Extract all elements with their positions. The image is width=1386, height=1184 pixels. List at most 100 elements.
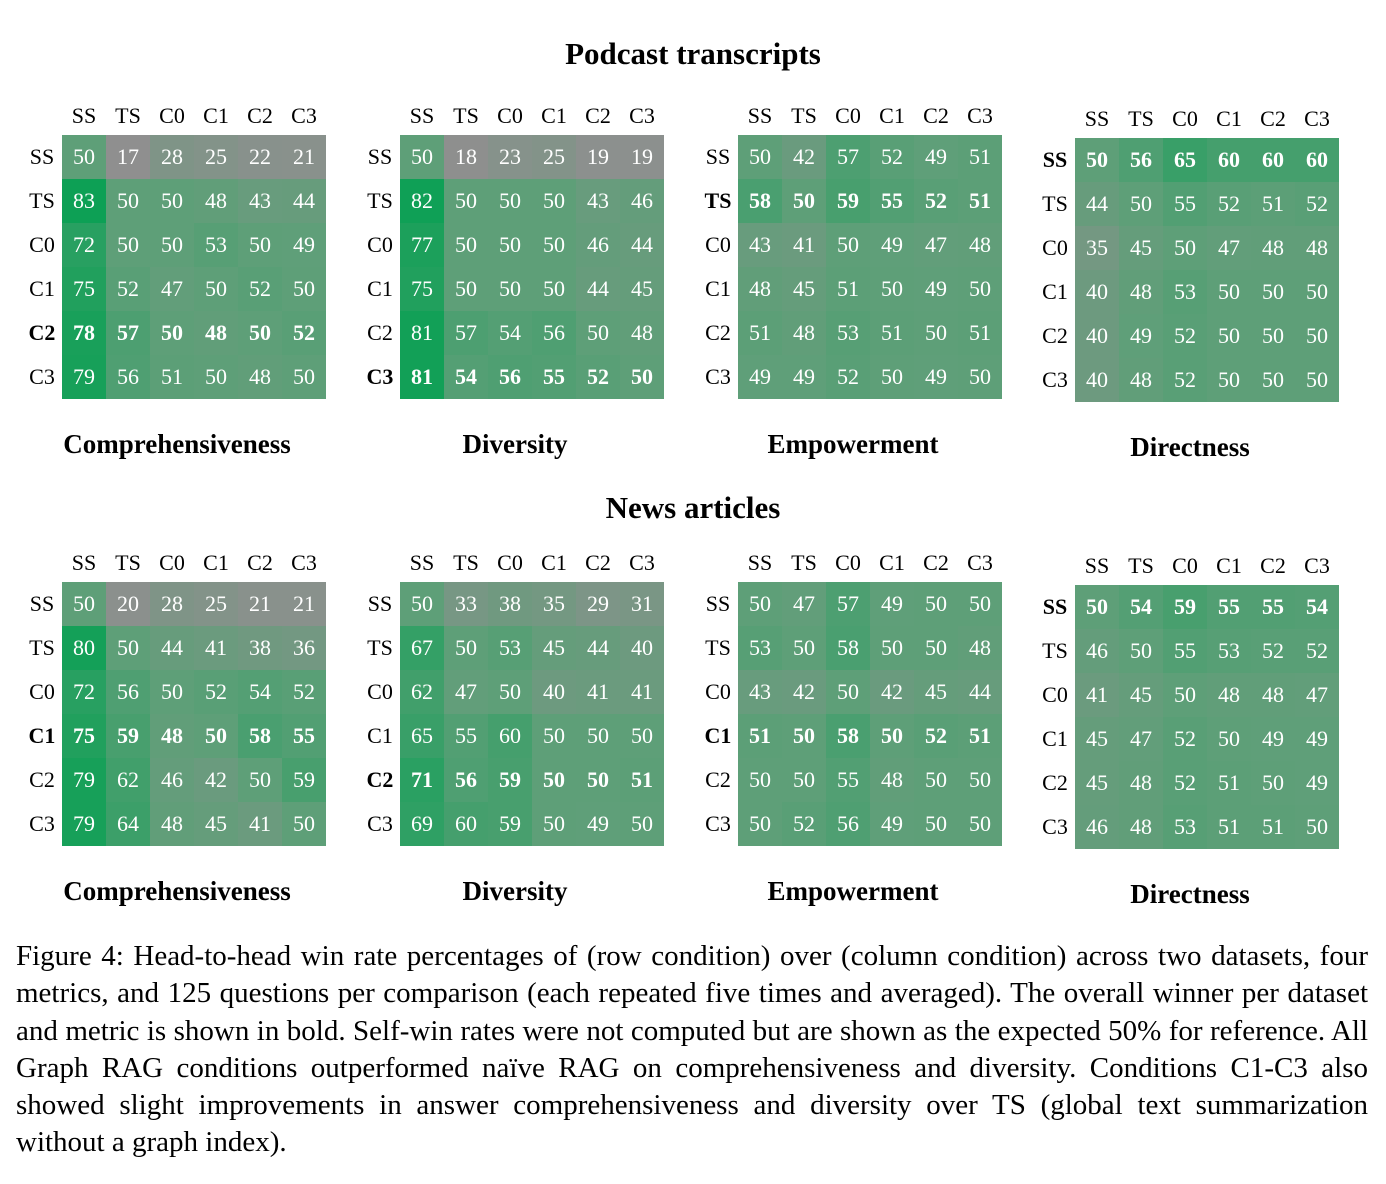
- heatmap-cell: 19: [620, 135, 664, 179]
- row-header: C2: [28, 320, 56, 345]
- row-header: C2: [705, 320, 731, 345]
- row-header: SS: [29, 591, 55, 616]
- heatmap-cell: 54: [488, 311, 532, 355]
- row-header: TS: [367, 188, 393, 213]
- row-header: C2: [1042, 770, 1068, 795]
- column-header: C1: [203, 103, 229, 128]
- heatmap-cell: 50: [282, 355, 326, 399]
- heatmap-cell: 59: [282, 758, 326, 802]
- heatmap-cell: 42: [194, 758, 238, 802]
- heatmap-cell: 55: [1207, 585, 1251, 629]
- row-header: C1: [704, 723, 732, 748]
- heatmap-cell: 51: [958, 179, 1002, 223]
- heatmap-cell: 52: [576, 355, 620, 399]
- column-header: C2: [247, 103, 273, 128]
- heatmap-cell: 50: [1251, 314, 1295, 358]
- heatmap-panel: SS TS C0 C1 C2 C3 SS TS C0 C1 C2 C3 50 18 23 25 19 19 82 50…: [360, 101, 680, 471]
- heatmap-cell: 48: [1207, 673, 1251, 717]
- heatmap-cell: 41: [620, 670, 664, 714]
- heatmap-cell: 56: [826, 802, 870, 846]
- heatmap-cell: 56: [106, 670, 150, 714]
- heatmap-panel: SS TS C0 C1 C2 C3 SS TS C0 C1 C2 C3 50 42 57 52 49 51 58 50…: [698, 101, 1018, 471]
- heatmap-cell: 50: [532, 802, 576, 846]
- heatmap-cell: 38: [238, 626, 282, 670]
- heatmap-cell: 50: [1119, 182, 1163, 226]
- heatmap-cell: 50: [106, 179, 150, 223]
- heatmap-cell: 50: [282, 802, 326, 846]
- heatmap-cell: 51: [738, 311, 782, 355]
- heatmap-cell: 21: [238, 582, 282, 626]
- heatmap-cell: 47: [1295, 673, 1339, 717]
- heatmap-cell: 50: [1075, 138, 1119, 182]
- heatmap-cell: 50: [62, 582, 106, 626]
- heatmap-cell: 28: [150, 135, 194, 179]
- heatmap-cell: 60: [444, 802, 488, 846]
- heatmap-cell: 50: [1075, 585, 1119, 629]
- heatmap-cell: 44: [620, 223, 664, 267]
- heatmap-cell: 50: [870, 714, 914, 758]
- heatmap-cell: 50: [444, 223, 488, 267]
- heatmap-cell: 50: [150, 311, 194, 355]
- row-header: TS: [367, 635, 393, 660]
- heatmap-cell: 52: [1251, 629, 1295, 673]
- heatmap-cell: 31: [620, 582, 664, 626]
- heatmap-panel: SS TS C0 C1 C2 C3 SS TS C0 C1 C2 C3 50 20 28 25 21 21 80 50…: [22, 548, 342, 918]
- column-header: SS: [71, 103, 97, 128]
- heatmap-cell: 77: [400, 223, 444, 267]
- heatmap-cell: 48: [1251, 226, 1295, 270]
- heatmap-cell: 51: [870, 311, 914, 355]
- heatmap-cell: 60: [1207, 138, 1251, 182]
- heatmap-cell: 49: [782, 355, 826, 399]
- heatmap-cell: 48: [870, 758, 914, 802]
- heatmap-cell: 56: [444, 758, 488, 802]
- heatmap-cell: 50: [738, 582, 782, 626]
- heatmap-cell: 50: [532, 714, 576, 758]
- row-header: SS: [1042, 147, 1068, 172]
- heatmap-cell: 53: [1163, 805, 1207, 849]
- heatmap-cell: 35: [532, 582, 576, 626]
- row-header: C1: [367, 723, 393, 748]
- column-header: C3: [1304, 106, 1330, 131]
- heatmap-cell: 50: [782, 714, 826, 758]
- heatmap-cell: 40: [620, 626, 664, 670]
- row-header: C1: [28, 723, 56, 748]
- heatmap-cell: 55: [870, 179, 914, 223]
- row-header: C0: [29, 232, 55, 257]
- heatmap-cell: 19: [576, 135, 620, 179]
- heatmap-cell: 50: [194, 355, 238, 399]
- heatmap-cell: 83: [62, 179, 106, 223]
- heatmap-cell: 50: [782, 758, 826, 802]
- heatmap-cell: 50: [1119, 629, 1163, 673]
- heatmap-cell: 50: [576, 714, 620, 758]
- heatmap-cell: 58: [826, 626, 870, 670]
- heatmap-cell: 60: [1251, 138, 1295, 182]
- column-header: C0: [159, 103, 185, 128]
- heatmap-cell: 54: [238, 670, 282, 714]
- heatmap-cell: 50: [1251, 358, 1295, 402]
- heatmap-cell: 43: [238, 179, 282, 223]
- heatmap-cell: 52: [782, 802, 826, 846]
- heatmap-cell: 50: [488, 670, 532, 714]
- heatmap-cell: 58: [738, 179, 782, 223]
- metric-label: Diversity: [462, 876, 568, 906]
- heatmap-cell: 52: [914, 714, 958, 758]
- heatmap-cell: 48: [1119, 805, 1163, 849]
- column-header: C1: [541, 103, 567, 128]
- heatmap-cell: 55: [826, 758, 870, 802]
- heatmap-panel: SS TS C0 C1 C2 C3 SS TS C0 C1 C2 C3 50 47 57 49 50 50 53 50…: [698, 548, 1018, 918]
- heatmap-cell: 45: [532, 626, 576, 670]
- heatmap-cell: 72: [62, 223, 106, 267]
- heatmap-cell: 46: [1075, 629, 1119, 673]
- heatmap-cell: 49: [1295, 717, 1339, 761]
- column-header: C3: [967, 550, 993, 575]
- heatmap-cell: 64: [106, 802, 150, 846]
- heatmap-cell: 52: [870, 135, 914, 179]
- heatmap-cell: 53: [738, 626, 782, 670]
- column-header: C2: [1260, 106, 1286, 131]
- heatmap-panel: SS TS C0 C1 C2 C3 SS TS C0 C1 C2 C3 50 17 28 25 22 21 83 50…: [22, 101, 342, 471]
- column-header: C1: [879, 103, 905, 128]
- metric-label: Diversity: [462, 429, 568, 459]
- heatmap-cell: 51: [1207, 805, 1251, 849]
- heatmap-cell: 49: [870, 223, 914, 267]
- row-header: C0: [367, 232, 393, 257]
